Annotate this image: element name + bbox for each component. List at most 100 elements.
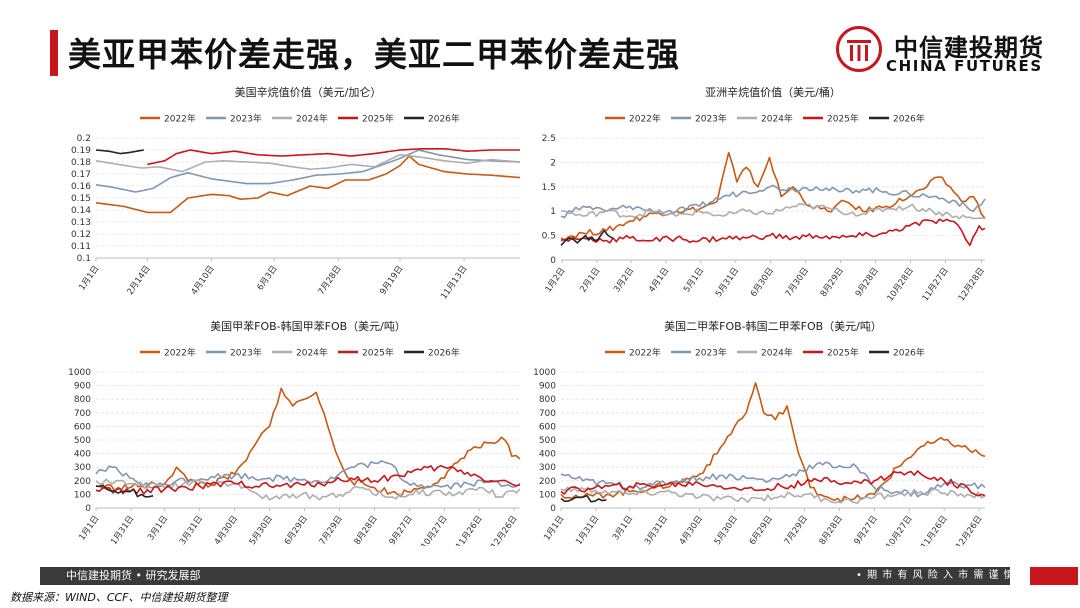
legend-label: 2026年 bbox=[428, 113, 460, 125]
x-tick-label: 2月1日 bbox=[578, 266, 602, 295]
legend-label: 2023年 bbox=[695, 113, 727, 125]
x-tick-label: 3月1日 bbox=[611, 514, 635, 543]
y-tick-label: 200 bbox=[539, 477, 556, 487]
x-tick-label: 1月31日 bbox=[109, 514, 136, 546]
chart-svg: 亚洲辛烷值价值（美元/桶） 2022年 2023年 2024年 2025年 2026年 0 0… bbox=[542, 85, 987, 303]
footer-bar bbox=[40, 567, 1010, 585]
x-tick-label: 6月30日 bbox=[749, 266, 776, 299]
y-tick-label: 400 bbox=[539, 450, 556, 460]
chart-svg: 美国辛烷值价值（美元/加仑） 2022年 2023年 2024年 2025年 2026年 0… bbox=[71, 85, 521, 301]
legend-label: 2025年 bbox=[827, 347, 859, 359]
y-tick-label: 100 bbox=[539, 490, 556, 500]
x-tick-label: 9月27日 bbox=[388, 514, 415, 546]
y-tick-label: 0 bbox=[85, 504, 91, 514]
x-tick-label: 1月2日 bbox=[543, 266, 567, 295]
x-tick-label: 9月19日 bbox=[378, 264, 405, 297]
series-line-2026年 bbox=[95, 484, 154, 498]
x-tick-label: 1月1日 bbox=[542, 514, 566, 543]
y-tick-label: 500 bbox=[74, 436, 91, 446]
title-accent-bar bbox=[50, 30, 58, 76]
x-tick-label: 6月29日 bbox=[283, 514, 310, 546]
y-tick-label: 600 bbox=[74, 422, 91, 432]
y-tick-label: 600 bbox=[539, 422, 556, 432]
series-line-2025年 bbox=[95, 464, 521, 495]
series-line-2023年 bbox=[560, 184, 986, 219]
x-tick-label: 9月28日 bbox=[854, 266, 881, 299]
company-logo-mark bbox=[836, 26, 882, 72]
x-tick-label: 3月2日 bbox=[612, 266, 636, 295]
x-tick-label: 4月30日 bbox=[678, 514, 705, 546]
legend-label: 2024年 bbox=[296, 347, 328, 359]
chart-svg: 美国甲苯FOB-韩国甲苯FOB（美元/吨） 2022年 2023年 2024年 2025… bbox=[68, 319, 521, 546]
y-tick-label: 500 bbox=[539, 436, 556, 446]
company-logo: 中信建投期货 CHINA FUTURES bbox=[836, 26, 1046, 78]
x-tick-label: 1月1日 bbox=[77, 514, 101, 543]
y-tick-label: 1 bbox=[550, 207, 556, 217]
data-source-note: 数据来源：WIND、CCF、中信建投期货整理 bbox=[10, 591, 228, 604]
legend-label: 2026年 bbox=[893, 113, 925, 125]
x-tick-label: 3月31日 bbox=[643, 514, 670, 546]
series-line-2026年 bbox=[560, 229, 613, 246]
footer-department: 中信建投期货 • 研究发展部 bbox=[66, 569, 201, 582]
y-tick-label: 0.2 bbox=[77, 134, 91, 144]
x-tick-label: 1月31日 bbox=[574, 514, 601, 546]
y-tick-label: 0.16 bbox=[71, 182, 91, 192]
x-tick-label: 10月27日 bbox=[419, 514, 449, 546]
y-tick-label: 0.11 bbox=[71, 242, 91, 252]
y-tick-label: 1000 bbox=[533, 368, 556, 378]
y-tick-label: 700 bbox=[539, 409, 556, 419]
legend-label: 2025年 bbox=[362, 113, 394, 125]
x-tick-label: 11月26日 bbox=[919, 514, 949, 546]
series-line-2026年 bbox=[560, 494, 607, 503]
y-tick-label: 900 bbox=[539, 382, 556, 392]
y-tick-label: 1.5 bbox=[542, 183, 556, 193]
legend-label: 2025年 bbox=[362, 347, 394, 359]
x-tick-label: 12月26日 bbox=[489, 514, 519, 546]
legend-label: 2023年 bbox=[695, 347, 727, 359]
series-line-2022年 bbox=[95, 387, 521, 498]
chart-title: 美国辛烷值价值（美元/加仑） bbox=[235, 85, 382, 99]
x-tick-label: 11月13日 bbox=[439, 264, 469, 301]
y-tick-label: 0.15 bbox=[71, 194, 91, 204]
x-tick-label: 9月27日 bbox=[853, 514, 880, 546]
series-line-2023年 bbox=[95, 460, 521, 490]
series-line-2024年 bbox=[95, 154, 521, 173]
x-tick-label: 11月27日 bbox=[920, 266, 950, 303]
x-tick-label: 7月28日 bbox=[316, 264, 343, 297]
y-tick-label: 0.5 bbox=[542, 232, 556, 242]
legend-label: 2025年 bbox=[827, 113, 859, 125]
y-tick-label: 100 bbox=[74, 490, 91, 500]
x-tick-label: 4月1日 bbox=[647, 266, 671, 295]
y-tick-label: 0.12 bbox=[71, 230, 91, 240]
y-tick-label: 0.17 bbox=[71, 170, 91, 180]
y-tick-label: 300 bbox=[539, 463, 556, 473]
page-title: 美亚甲苯价差走强，美亚二甲苯价差走强 bbox=[68, 35, 680, 74]
legend-label: 2023年 bbox=[230, 347, 262, 359]
x-tick-label: 3月31日 bbox=[178, 514, 205, 546]
x-tick-label: 6月3日 bbox=[256, 264, 280, 293]
y-tick-label: 200 bbox=[74, 477, 91, 487]
legend-label: 2023年 bbox=[230, 113, 262, 125]
chart-us-kr-xylene-spread: 美国二甲苯FOB-韩国二甲苯FOB（美元/吨） 2022年 2023年 2024年 20… bbox=[525, 314, 995, 546]
series-line-2025年 bbox=[560, 218, 986, 247]
legend-label: 2022年 bbox=[629, 347, 661, 359]
y-tick-label: 0 bbox=[550, 256, 556, 266]
x-tick-label: 6月29日 bbox=[748, 514, 775, 546]
y-tick-label: 400 bbox=[74, 450, 91, 460]
y-tick-label: 300 bbox=[74, 463, 91, 473]
x-tick-label: 2月14日 bbox=[125, 264, 152, 297]
series-line-2026年 bbox=[95, 149, 144, 155]
x-tick-label: 7月29日 bbox=[783, 514, 810, 546]
series-line-2022年 bbox=[95, 155, 521, 214]
y-tick-label: 800 bbox=[539, 395, 556, 405]
y-tick-label: 0.18 bbox=[71, 158, 91, 168]
legend-label: 2022年 bbox=[164, 347, 196, 359]
x-tick-label: 7月29日 bbox=[318, 514, 345, 546]
x-tick-label: 7月30日 bbox=[784, 266, 811, 299]
series-line-2024年 bbox=[560, 486, 986, 504]
x-tick-label: 12月26日 bbox=[954, 514, 984, 546]
x-tick-label: 5月30日 bbox=[248, 514, 275, 546]
x-tick-label: 8月28日 bbox=[353, 514, 380, 546]
footer-accent-tab bbox=[1030, 567, 1078, 585]
legend-label: 2022年 bbox=[164, 113, 196, 125]
